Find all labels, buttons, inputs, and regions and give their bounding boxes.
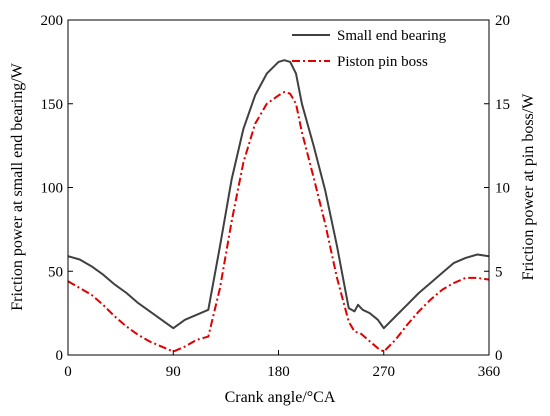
series-layer (67, 59, 490, 353)
y-right-tick-label: 0 (495, 348, 503, 364)
x-tick-label: 360 (478, 364, 501, 380)
x-tick-label: 180 (267, 364, 290, 380)
y-right-tick-label: 15 (495, 97, 510, 113)
y-axis-right-title: Friction power at pin boss/W (520, 93, 537, 281)
series-line-small-end-bearing (67, 59, 490, 330)
legend: Small end bearing Piston pin boss (292, 28, 447, 70)
y-right-tick-label: 5 (495, 264, 503, 280)
legend-label-piston-pin-boss: Piston pin boss (337, 54, 428, 70)
y-right-tick-label: 20 (495, 13, 510, 29)
plot-frame (67, 19, 490, 356)
y-left-tick-label: 200 (41, 13, 64, 29)
legend-label-small-end-bearing: Small end bearing (337, 28, 447, 44)
x-tick-label: 270 (373, 364, 396, 380)
y-left-tick-label: 150 (41, 97, 64, 113)
x-axis-title: Crank angle/°CA (225, 389, 336, 406)
series-line-piston-pin-boss (67, 91, 490, 353)
y-left-tick-label: 0 (56, 348, 64, 364)
y-axis-left-title: Friction power at small end bearing/W (9, 62, 26, 310)
x-tick-label: 0 (64, 364, 72, 380)
y-left-tick-label: 50 (48, 264, 63, 280)
x-tick-label: 90 (166, 364, 181, 380)
y-left-tick-label: 100 (41, 181, 64, 197)
y-right-tick-label: 10 (495, 181, 510, 197)
